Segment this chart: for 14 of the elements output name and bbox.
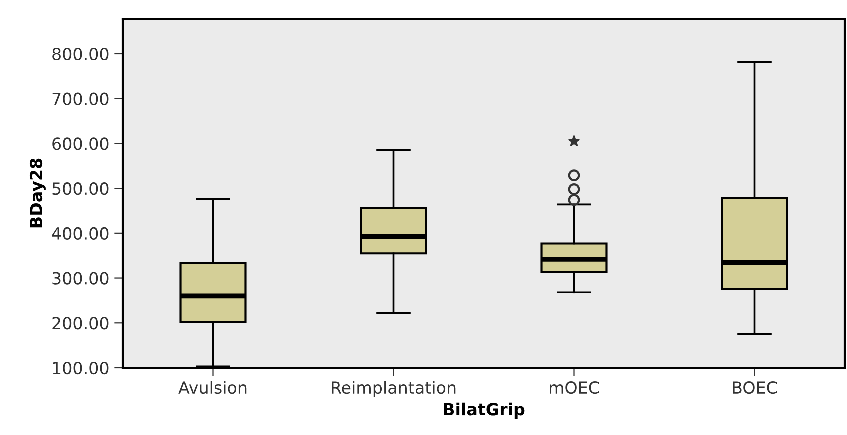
y-tick-label: 400.00 xyxy=(52,227,109,240)
x-axis-title: BilatGrip xyxy=(444,402,525,420)
x-tick-label: Reimplantation xyxy=(332,381,456,398)
y-tick-label: 100.00 xyxy=(53,362,109,375)
x-tick-label: BOEC xyxy=(733,381,778,394)
y-tick-label: 800.00 xyxy=(52,48,109,61)
y-tick-label: 700.00 xyxy=(52,92,109,106)
y-axis-title: BDay28 xyxy=(30,158,46,228)
x-tick-label: mOEC xyxy=(550,381,600,394)
y-tick-label: 200.00 xyxy=(52,317,109,330)
x-tick-label: Avulsion xyxy=(178,381,247,394)
y-tick-label: 600.00 xyxy=(52,138,109,150)
y-tick-label: 500.00 xyxy=(52,182,109,196)
y-tick-label: 300.00 xyxy=(52,272,109,285)
